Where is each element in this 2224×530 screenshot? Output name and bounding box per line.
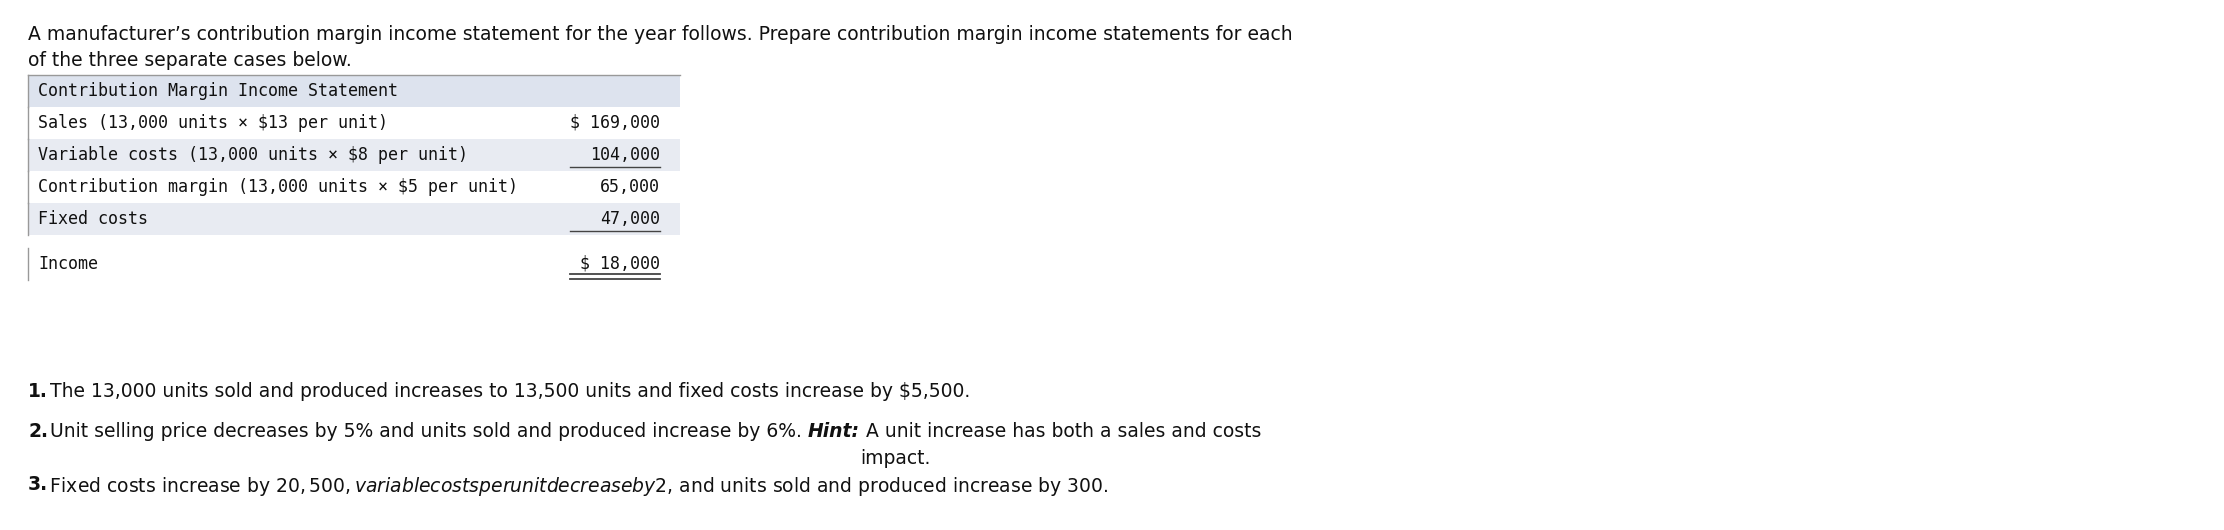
Text: of the three separate cases below.: of the three separate cases below. bbox=[29, 51, 351, 70]
Text: Fixed costs: Fixed costs bbox=[38, 210, 149, 228]
Text: Hint:: Hint: bbox=[807, 422, 861, 441]
Text: 1.: 1. bbox=[29, 382, 49, 401]
Text: $ 18,000: $ 18,000 bbox=[580, 255, 661, 273]
Text: Variable costs (13,000 units × $8 per unit): Variable costs (13,000 units × $8 per un… bbox=[38, 146, 467, 164]
Text: 3.: 3. bbox=[29, 475, 49, 494]
Bar bbox=[29, 203, 681, 235]
Text: Unit selling price decreases by 5% and units sold and produced increase by 6%.: Unit selling price decreases by 5% and u… bbox=[44, 422, 807, 441]
Text: 104,000: 104,000 bbox=[589, 146, 661, 164]
Text: 47,000: 47,000 bbox=[600, 210, 661, 228]
Bar bbox=[29, 75, 681, 107]
Text: $ 169,000: $ 169,000 bbox=[569, 114, 661, 132]
Bar bbox=[29, 139, 681, 171]
Text: Contribution Margin Income Statement: Contribution Margin Income Statement bbox=[38, 82, 398, 100]
Text: Contribution margin (13,000 units × $5 per unit): Contribution margin (13,000 units × $5 p… bbox=[38, 178, 518, 196]
Text: 65,000: 65,000 bbox=[600, 178, 661, 196]
Text: The 13,000 units sold and produced increases to 13,500 units and fixed costs inc: The 13,000 units sold and produced incre… bbox=[44, 382, 970, 401]
Text: A unit increase has both a sales and costs
impact.: A unit increase has both a sales and cos… bbox=[861, 422, 1261, 468]
Text: Income: Income bbox=[38, 255, 98, 273]
Text: Fixed costs increase by $20,500, variable costs per unit decrease by $2, and uni: Fixed costs increase by $20,500, variabl… bbox=[44, 475, 1108, 498]
Text: 2.: 2. bbox=[29, 422, 49, 441]
Text: Sales (13,000 units × $13 per unit): Sales (13,000 units × $13 per unit) bbox=[38, 114, 387, 132]
Text: A manufacturer’s contribution margin income statement for the year follows. Prep: A manufacturer’s contribution margin inc… bbox=[29, 25, 1292, 44]
